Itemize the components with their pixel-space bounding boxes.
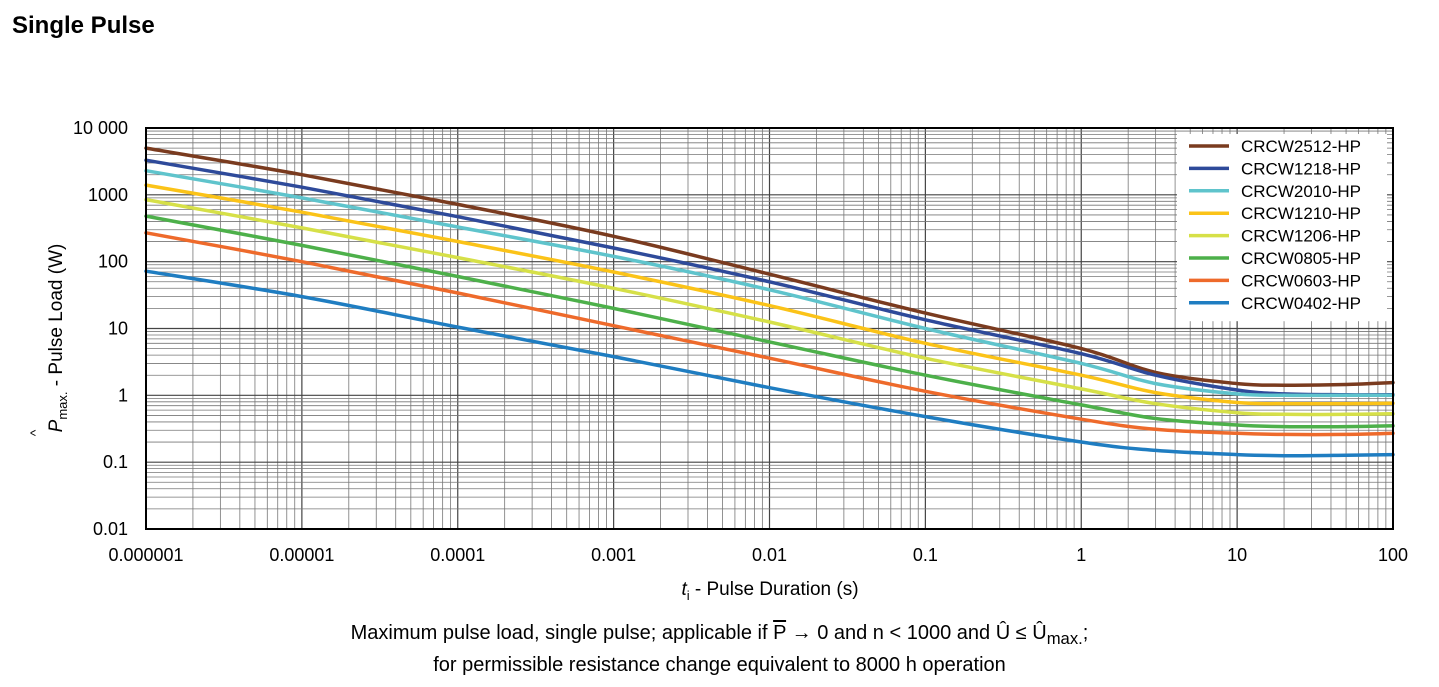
caption-line1-mid2: ≤ (1010, 622, 1033, 644)
x-tick-label: 0.000001 (108, 545, 183, 565)
x-tick-labels: 0.000001 0.00001 0.0001 0.001 0.01 0.1 1 10 100 (108, 545, 1408, 565)
section-title: Single Pulse (12, 12, 155, 39)
series-line-crcw0805-hp (144, 214, 1395, 429)
x-tick-label: 10 (1227, 545, 1247, 565)
x-tick-label: 0.00001 (269, 545, 334, 565)
legend: CRCW2512-HP CRCW1218-HP CRCW2010-HP CRCW121… (1177, 134, 1387, 322)
x-axis-label-var: t (681, 579, 687, 600)
legend-label: CRCW1210-HP (1241, 204, 1361, 223)
legend-label: CRCW0805-HP (1241, 249, 1361, 268)
x-tick-label: 0.1 (913, 545, 938, 565)
legend-label: CRCW1206-HP (1241, 227, 1361, 246)
x-tick-label: 100 (1378, 545, 1408, 565)
series-line-crcw0603-hp (144, 231, 1395, 437)
caption-umax-sub: max. (1046, 629, 1083, 648)
x-axis-label-text: - Pulse Duration (s) (690, 579, 859, 600)
x-tick-label: 0.01 (752, 545, 787, 565)
y-tick-label: 100 (98, 252, 128, 272)
y-axis-label: Pmax. - Pulse Load (W) (46, 244, 70, 433)
y-tick-label: 10 000 (73, 118, 128, 138)
caption-line-2: for permissible resistance change equiva… (433, 654, 1006, 676)
caption-line-1: Maximum pulse load, single pulse; applic… (0, 620, 1439, 652)
grid (146, 128, 1393, 529)
legend-label: CRCW0603-HP (1241, 271, 1361, 290)
x-axis-label: ti - Pulse Duration (s) (681, 579, 858, 603)
caption-line1-prefix: Maximum pulse load, single pulse; applic… (350, 622, 774, 644)
caption-u-symbol: Û (995, 622, 1011, 644)
y-axis-label-sub: max. (55, 391, 70, 419)
x-tick-label: 1 (1076, 545, 1086, 565)
y-tick-labels: 0.01 0.1 1 10 100 1000 10 000 (73, 118, 128, 539)
x-tick-label: 0.0001 (430, 545, 485, 565)
y-axis-label-var: P (46, 419, 67, 432)
legend-label: CRCW2512-HP (1241, 137, 1361, 156)
y-axis-label-text: - Pulse Load (W) (46, 244, 67, 392)
legend-label: CRCW0402-HP (1241, 294, 1361, 313)
y-tick-label: 0.01 (93, 519, 128, 539)
caption-umax-symbol: Û (1032, 622, 1047, 644)
series-line-crcw0402-hp (144, 269, 1395, 458)
caption-line1-mid1: → 0 and n < 1000 and (786, 622, 996, 644)
x-tick-label: 0.001 (591, 545, 636, 565)
caption-p-symbol: P (773, 622, 787, 644)
series-line-crcw1218-hp (144, 158, 1395, 397)
legend-box (1177, 134, 1387, 322)
caption-line1-end: ; (1082, 622, 1089, 644)
y-tick-label: 10 (108, 319, 128, 339)
series-line-crcw1206-hp (144, 197, 1395, 417)
caption: Maximum pulse load, single pulse; applic… (0, 620, 1439, 678)
y-tick-label: 0.1 (103, 452, 128, 472)
y-tick-label: 1 (118, 385, 128, 405)
legend-label: CRCW2010-HP (1241, 182, 1361, 201)
plot-frame (145, 127, 1394, 530)
y-axis-label-hat: ^ (27, 429, 43, 436)
series-line-crcw2512-hp (144, 146, 1395, 387)
series-line-crcw1210-hp (144, 183, 1395, 406)
y-tick-label: 1000 (88, 185, 128, 205)
series-line-crcw2010-hp (144, 168, 1395, 398)
x-axis-label-sub: i (687, 588, 690, 603)
legend-label: CRCW1218-HP (1241, 159, 1361, 178)
series-group (144, 146, 1395, 458)
